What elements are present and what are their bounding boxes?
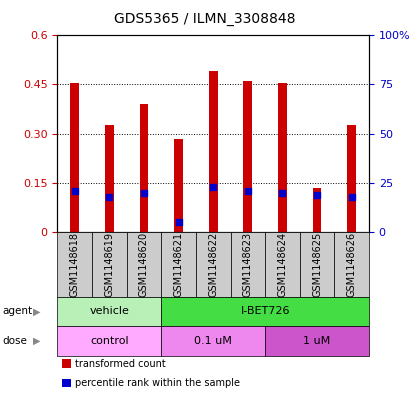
- Bar: [139, 104, 148, 232]
- Text: vehicle: vehicle: [89, 307, 129, 316]
- Text: GSM1148625: GSM1148625: [311, 231, 321, 297]
- Bar: [312, 187, 321, 232]
- Point: [175, 219, 182, 225]
- Point: [244, 187, 250, 194]
- Bar: [70, 83, 79, 232]
- Bar: [208, 72, 217, 232]
- Bar: [174, 138, 182, 232]
- Text: GSM1148619: GSM1148619: [104, 232, 114, 297]
- Text: percentile rank within the sample: percentile rank within the sample: [74, 378, 239, 388]
- Text: ▶: ▶: [33, 307, 40, 316]
- Point: [313, 191, 319, 198]
- Text: GSM1148622: GSM1148622: [208, 231, 218, 297]
- Point: [348, 193, 354, 200]
- Bar: [243, 81, 252, 232]
- Text: 0.1 uM: 0.1 uM: [194, 336, 231, 346]
- Point: [209, 184, 216, 190]
- Bar: [105, 125, 113, 232]
- Text: GSM1148624: GSM1148624: [277, 232, 287, 297]
- Text: 1 uM: 1 uM: [303, 336, 330, 346]
- Text: ▶: ▶: [33, 336, 40, 346]
- Text: agent: agent: [2, 307, 32, 316]
- Point: [279, 189, 285, 196]
- Text: GSM1148621: GSM1148621: [173, 232, 183, 297]
- Text: GSM1148620: GSM1148620: [139, 232, 148, 297]
- Text: dose: dose: [2, 336, 27, 346]
- Text: transformed count: transformed count: [74, 358, 165, 369]
- Text: GSM1148618: GSM1148618: [70, 232, 79, 297]
- Text: GSM1148623: GSM1148623: [242, 232, 252, 297]
- Text: I-BET726: I-BET726: [240, 307, 289, 316]
- Bar: [346, 125, 355, 232]
- Point: [140, 189, 147, 196]
- Bar: [277, 83, 286, 232]
- Text: GDS5365 / ILMN_3308848: GDS5365 / ILMN_3308848: [114, 12, 295, 26]
- Text: control: control: [90, 336, 128, 346]
- Point: [106, 193, 112, 200]
- Text: GSM1148626: GSM1148626: [346, 232, 356, 297]
- Point: [71, 187, 78, 194]
